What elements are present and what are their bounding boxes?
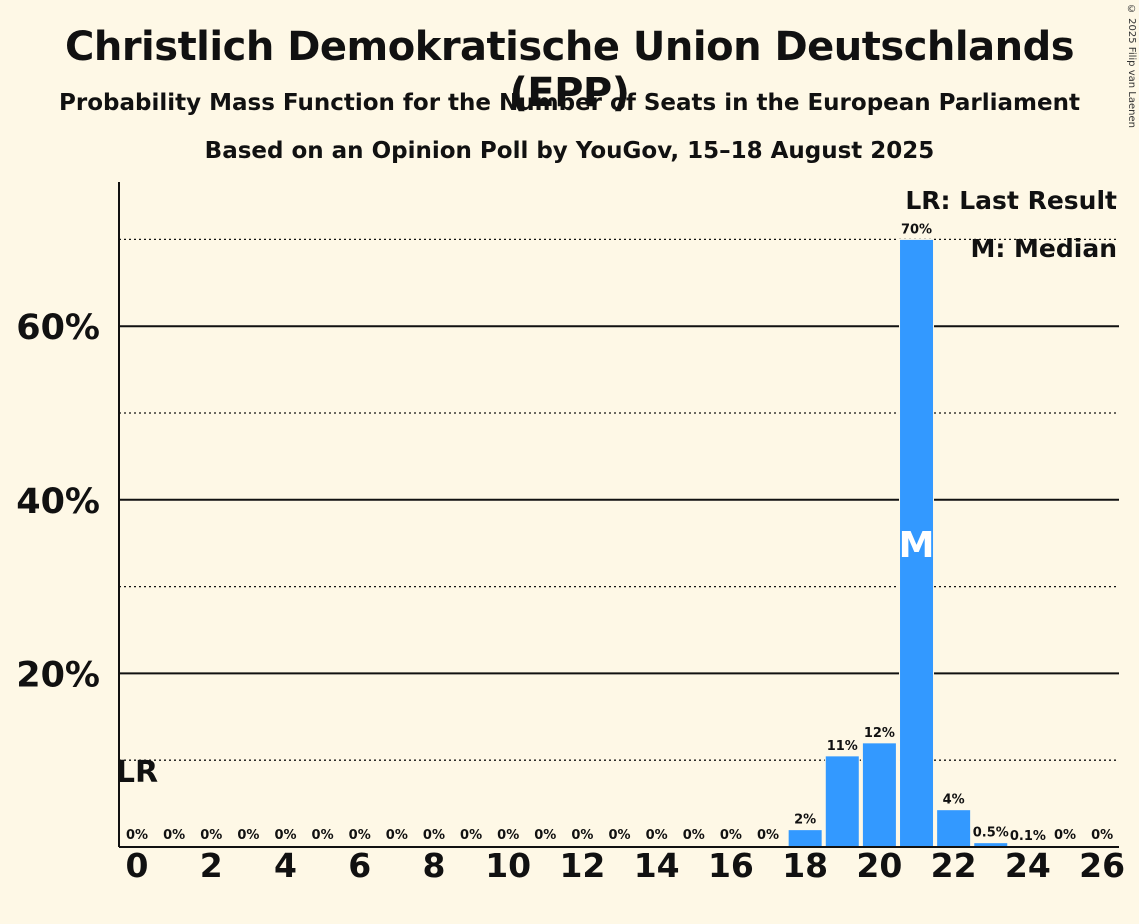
data-label: 0%: [497, 828, 519, 843]
copyright-notice: © 2025 Filip van Laenen: [1126, 4, 1137, 128]
y-tick-label: 60%: [16, 308, 100, 348]
x-tick-label: 20: [856, 846, 902, 885]
x-tick-label: 18: [782, 846, 828, 885]
data-label: 0%: [571, 828, 593, 843]
data-label: 0%: [1054, 828, 1076, 843]
x-tick-label: 0: [126, 846, 149, 885]
data-label: 0%: [646, 828, 668, 843]
x-tick-label: 12: [559, 846, 605, 885]
x-tick-label: 4: [274, 846, 297, 885]
data-label: 0%: [460, 828, 482, 843]
x-tick-label: 2: [200, 846, 223, 885]
x-tick-label: 26: [1079, 846, 1125, 885]
x-tick-label: 16: [708, 846, 754, 885]
data-label: 0%: [200, 828, 222, 843]
x-tick-label: 8: [422, 846, 445, 885]
data-label: 0%: [1091, 828, 1113, 843]
data-label: 2%: [794, 813, 816, 828]
data-label: 70%: [901, 222, 932, 237]
data-label: 0%: [126, 828, 148, 843]
median-marker: M: [899, 525, 935, 566]
legend-entry: M: Median: [970, 234, 1117, 263]
chart-source: Based on an Opinion Poll by YouGov, 15–1…: [204, 138, 935, 164]
data-label: 0%: [609, 828, 631, 843]
data-label: 0%: [534, 828, 556, 843]
data-label: 0%: [757, 828, 779, 843]
data-label: 0.1%: [1010, 829, 1046, 844]
data-label: 11%: [827, 739, 858, 754]
chart-title: Christlich Demokratische Union Deutschla…: [64, 24, 1075, 116]
data-label: 0%: [237, 828, 259, 843]
legend-entry: LR: Last Result: [905, 186, 1117, 215]
x-tick-label: 10: [485, 846, 531, 885]
x-tick-label: 24: [1005, 846, 1051, 885]
chart-subtitle: Probability Mass Function for the Number…: [59, 90, 1080, 116]
data-label: 0%: [274, 828, 296, 843]
y-tick-label: 20%: [16, 655, 100, 695]
data-label: 0%: [163, 828, 185, 843]
bar: [861, 742, 897, 848]
data-label: 12%: [864, 726, 895, 741]
data-label: 0%: [720, 828, 742, 843]
data-label: 0%: [423, 828, 445, 843]
x-tick-label: 14: [634, 846, 680, 885]
data-label: 4%: [943, 793, 965, 808]
x-tick-label: 22: [931, 846, 977, 885]
data-label: 0%: [312, 828, 334, 843]
data-label: 0%: [349, 828, 371, 843]
bar: [824, 755, 860, 848]
bar: [936, 809, 972, 848]
x-tick-label: 6: [348, 846, 371, 885]
bar: [787, 829, 823, 848]
last-result-marker: LR: [116, 755, 158, 790]
bar: [899, 238, 935, 848]
data-label: 0%: [386, 828, 408, 843]
y-tick-label: 40%: [16, 482, 100, 522]
data-label: 0.5%: [973, 826, 1009, 841]
data-label: 0%: [683, 828, 705, 843]
